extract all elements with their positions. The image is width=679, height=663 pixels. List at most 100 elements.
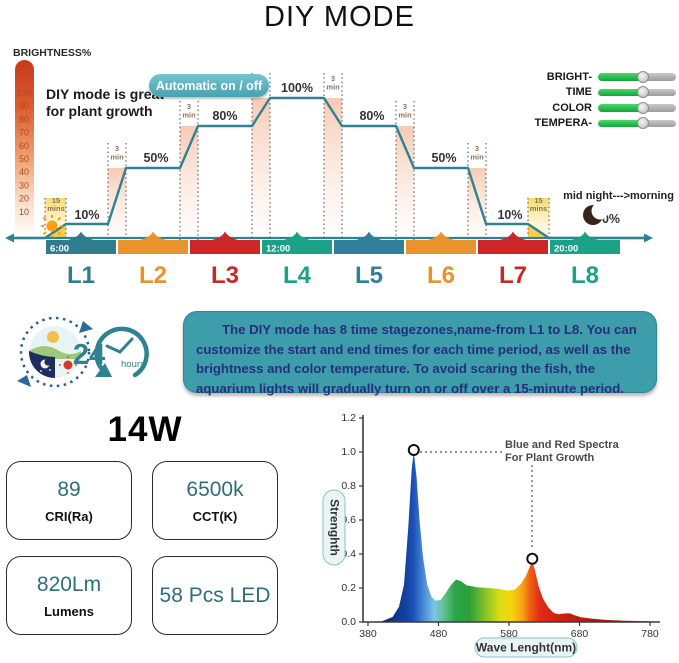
axis-tick-marks	[359, 417, 651, 626]
zone-label-L7: L7	[499, 262, 527, 289]
spec-box-led-count: 58 Pcs LED	[152, 556, 278, 635]
level-label: 10%	[74, 208, 99, 222]
zone-bump	[284, 231, 310, 240]
y-tick: 0.2	[341, 582, 356, 594]
zone-segment-L2	[118, 240, 188, 254]
brightness-axis-ticks: 100 90 80 70 60 50 40 30 20 10	[16, 88, 31, 217]
slider-label: TIME	[565, 86, 592, 99]
brightness-tick: 50	[19, 154, 29, 164]
temperature-slider	[598, 117, 676, 129]
zone-bump	[572, 231, 598, 240]
spectrum-y-axis-label: Strenghth	[328, 499, 342, 556]
timeline-zone-bar: 6:00 12:00 20:00	[46, 231, 620, 255]
slider-knob-icon	[637, 117, 649, 129]
brightness-slider	[598, 70, 676, 83]
level-label: 100%	[281, 81, 313, 95]
level-label: 80%	[359, 109, 384, 123]
spectrum-chart: 0.0 0.2 0.4 0.6 0.8 1.0 1.2 380 480 580 …	[322, 412, 660, 658]
ramp15-value: 15	[52, 196, 60, 205]
cri-value: 89	[57, 477, 81, 501]
midnight-note: mid night--->morning	[563, 190, 674, 202]
slider-row-brightness: BRIGHT-	[502, 69, 676, 85]
ramp15-unit: mins	[530, 204, 548, 213]
brightness-tick: 40	[19, 167, 29, 177]
y-tick: 0.0	[341, 616, 356, 628]
slider-label: BRIGHT-	[546, 70, 592, 83]
cct-value: 6500k	[186, 477, 244, 501]
level-label: 50%	[431, 151, 456, 165]
tagline: DIY mode is great for plant growth	[46, 86, 164, 120]
time-slider	[598, 86, 676, 98]
slider-knob-icon	[637, 70, 649, 83]
slider-row-time: TIME	[502, 85, 676, 101]
brightness-tick: 10	[19, 207, 29, 217]
lumens-label: Lumens	[44, 603, 94, 619]
time-label-8pm: 20:00	[554, 244, 578, 255]
time-label-6am: 6:00	[50, 244, 69, 255]
ramp3-value: 3	[115, 144, 119, 153]
zone-label-L6: L6	[427, 262, 455, 289]
cct-label: CCT(K)	[192, 508, 238, 524]
slider-row-temperature: TEMPERA-	[502, 116, 676, 132]
cycle-arrow-bottom-icon	[17, 375, 31, 387]
slider-knob-icon	[637, 101, 649, 114]
cycle-dotted-ring-icon	[19, 316, 91, 388]
spec-box-lumens: 820Lm Lumens	[6, 556, 132, 635]
color-slider	[598, 101, 676, 114]
zone-segment-L7	[478, 240, 548, 254]
time-label-noon: 12:00	[266, 244, 290, 255]
moon-icon	[583, 202, 609, 225]
brightness-gradient-bar	[15, 60, 34, 236]
day-night-globe-icon	[29, 326, 81, 378]
brightness-tick: 30	[19, 180, 29, 190]
ramp3-value: 3	[403, 102, 407, 111]
lumens-value: 820Lm	[36, 572, 102, 596]
brightness-tick: 100	[16, 88, 31, 98]
cycle-arrow-top-icon	[79, 321, 93, 333]
x-tick: 480	[430, 628, 448, 640]
brightness-tick: 90	[19, 101, 29, 111]
axis-right-arrow-icon	[644, 233, 653, 243]
control-sliders: BRIGHT- TIME COLOR TEMPERA-	[502, 69, 676, 131]
brightness-level-labels: 10% 50% 80% 100% 80% 50% 10% 0%	[74, 81, 620, 226]
ramp3-unit: min	[326, 83, 340, 92]
zone-label-L8: L8	[571, 262, 599, 289]
ramp15-unit: mins	[47, 204, 65, 213]
x-tick: 680	[571, 628, 589, 640]
ramp3-unit: min	[110, 153, 124, 162]
strength-label-pill	[322, 489, 346, 566]
annotation-line1: Blue and Red Spectra	[505, 439, 620, 451]
day-night-cycle-icons: 24 hours	[17, 316, 149, 388]
brightness-tick: 70	[19, 128, 29, 138]
ramp3-value: 3	[475, 144, 479, 153]
zone-bump	[356, 231, 382, 240]
slider-label: COLOR	[552, 101, 592, 114]
spectrum-x-axis-label: Wave Lenght(nm)	[476, 641, 576, 655]
y-tick: 1.0	[341, 446, 356, 458]
annotation-line2: For Plant Growth	[505, 452, 595, 464]
brightness-tick: 20	[19, 194, 29, 204]
spec-box-cri: 89 CRI(Ra)	[6, 461, 132, 540]
x-tick: 380	[359, 628, 377, 640]
blue-peak-marker-icon	[407, 444, 420, 456]
y-tick: 1.2	[341, 412, 356, 424]
wavelength-label-pill	[474, 637, 578, 658]
spectrum-x-ticks: 380 480 580 680 780	[359, 628, 659, 640]
zone-segment-L8	[550, 240, 620, 254]
24-hours-unit: hours	[121, 359, 145, 370]
spectrum-area	[382, 452, 650, 622]
cri-label: CRI(Ra)	[45, 508, 93, 524]
zone-segment-L1	[46, 240, 116, 254]
led-count-value: 58 Pcs LED	[159, 583, 271, 607]
description-box: The DIY mode has 8 time stagezones,name-…	[183, 311, 657, 396]
axis-left-arrow-icon	[5, 233, 14, 243]
x-tick: 780	[641, 628, 659, 640]
zone-label-L4: L4	[283, 262, 312, 289]
brightness-tick: 80	[19, 114, 29, 124]
zone-label-L3: L3	[211, 262, 239, 289]
wattage: 14W	[107, 410, 183, 449]
ramp3-unit: min	[470, 153, 484, 162]
zone-segment-L5	[334, 240, 404, 254]
zone-bump	[68, 231, 94, 240]
